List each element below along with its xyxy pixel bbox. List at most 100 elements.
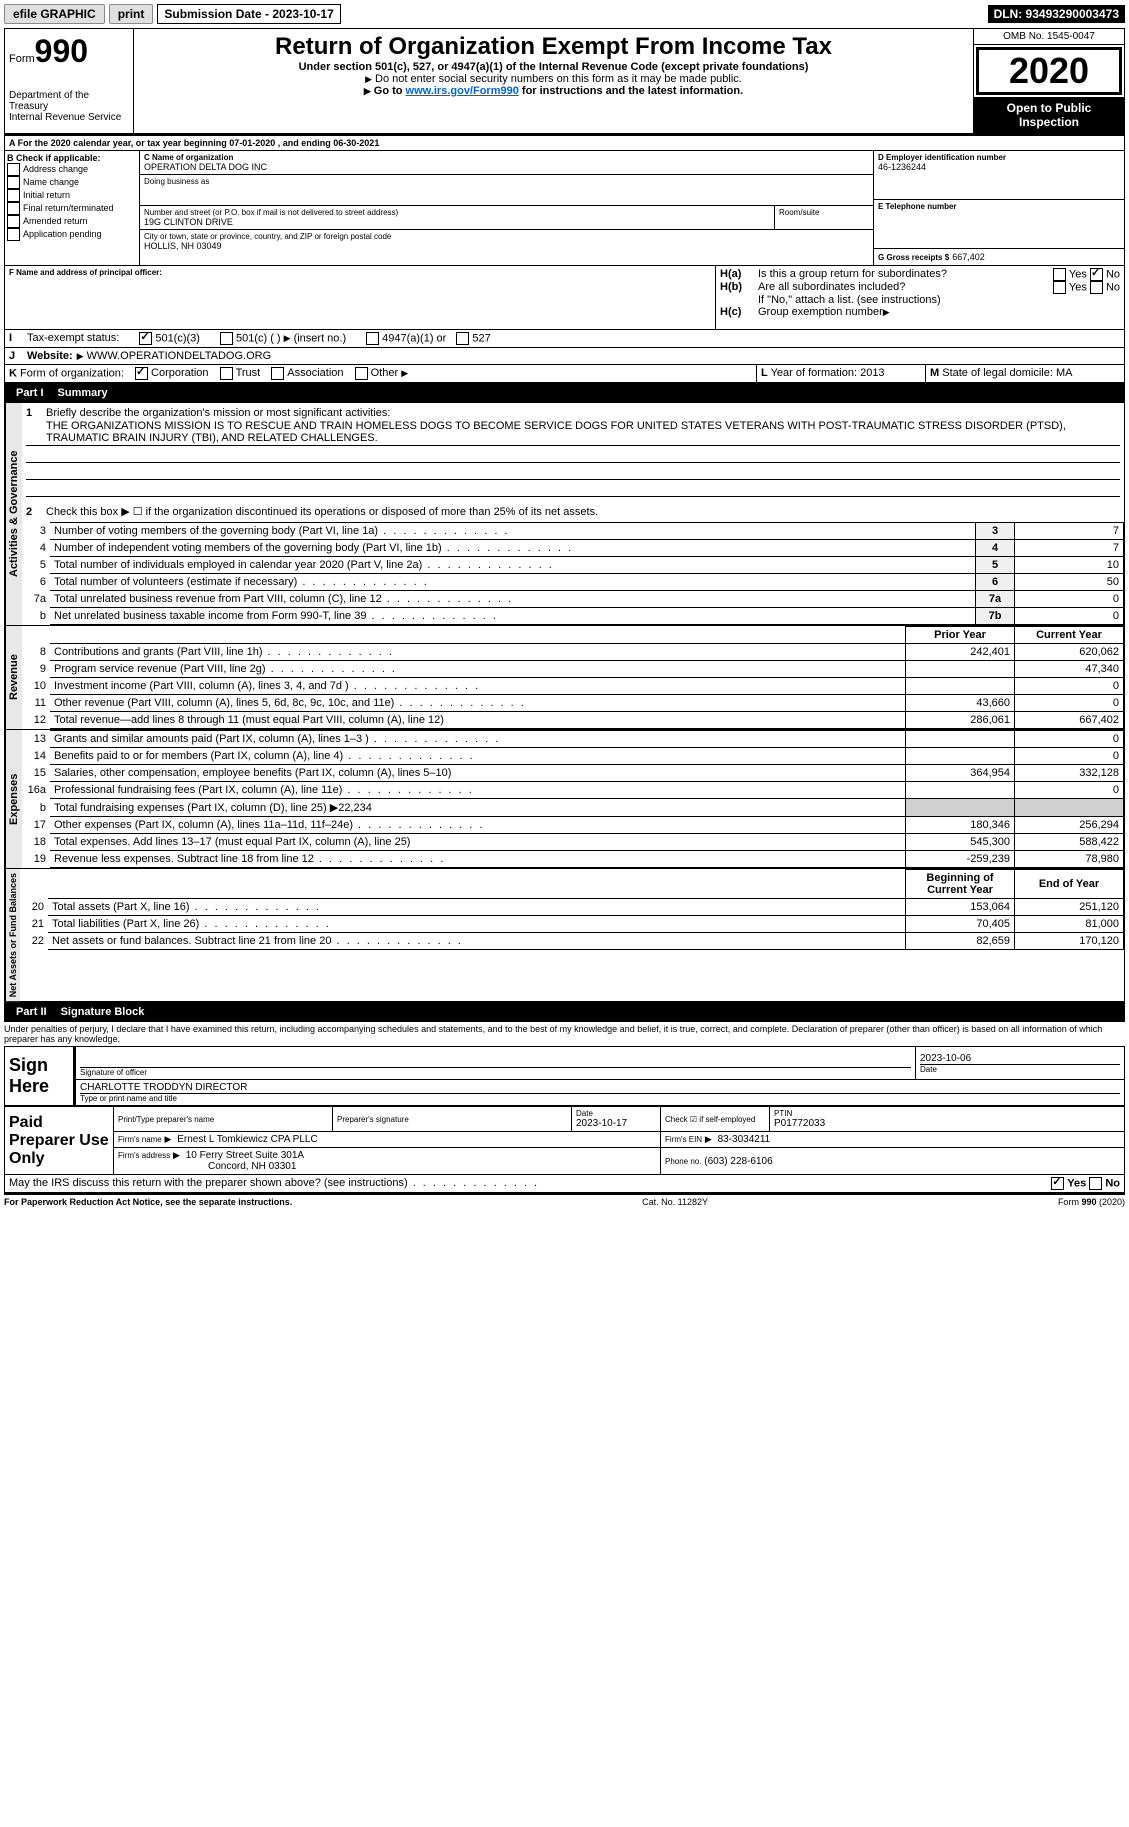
prep-name-label: Print/Type preparer's name bbox=[118, 1115, 328, 1124]
org-name: OPERATION DELTA DOG INC bbox=[144, 162, 869, 172]
print-button[interactable]: print bbox=[109, 4, 154, 24]
section-c-name-label: C Name of organization bbox=[144, 153, 869, 162]
checkbox-app-pending[interactable] bbox=[7, 228, 20, 241]
phone-label: Phone no. bbox=[665, 1157, 701, 1166]
i-label: I bbox=[9, 332, 27, 345]
part1-header: Part I Summary bbox=[4, 383, 1125, 403]
section-klm: K Form of organization: Corporation Trus… bbox=[4, 365, 1125, 383]
section-f-h: F Name and address of principal officer:… bbox=[4, 266, 1125, 330]
paid-preparer-label: Paid Preparer Use Only bbox=[5, 1107, 114, 1175]
section-i: I Tax-exempt status: 501(c)(3) 501(c) ( … bbox=[4, 330, 1125, 348]
checkbox-sub-yes[interactable] bbox=[1053, 281, 1066, 294]
checkbox-sub-no[interactable] bbox=[1090, 281, 1103, 294]
prep-sig-label: Preparer's signature bbox=[337, 1115, 567, 1124]
i-text: Tax-exempt status: bbox=[27, 332, 119, 345]
table-row: 13Grants and similar amounts paid (Part … bbox=[22, 731, 1124, 748]
form-990-big: 990 bbox=[35, 33, 88, 69]
irs-label: Internal Revenue Service bbox=[9, 112, 129, 123]
table-row: 16aProfessional fundraising fees (Part I… bbox=[22, 782, 1124, 799]
table-row: 11Other revenue (Part VIII, column (A), … bbox=[22, 695, 1124, 712]
submission-date: Submission Date - 2023-10-17 bbox=[157, 4, 340, 24]
checkbox-discuss-no[interactable] bbox=[1089, 1177, 1102, 1190]
prep-date-label: Date bbox=[576, 1109, 656, 1118]
part1-revenue-block: Revenue Prior YearCurrent Year 8Contribu… bbox=[4, 626, 1125, 730]
prep-date: 2023-10-17 bbox=[576, 1118, 656, 1129]
phone-value: (603) 228-6106 bbox=[704, 1156, 772, 1167]
ptin-value: P01772033 bbox=[774, 1118, 1120, 1129]
paperwork-notice: For Paperwork Reduction Act Notice, see … bbox=[4, 1197, 292, 1207]
website-url: WWW.OPERATIONDELTADOG.ORG bbox=[87, 350, 272, 362]
irs-link[interactable]: www.irs.gov/Form990 bbox=[406, 85, 519, 97]
checkbox-discuss-yes[interactable] bbox=[1051, 1177, 1064, 1190]
addr-label: Number and street (or P.O. box if mail i… bbox=[144, 208, 770, 217]
exp-section-label: Expenses bbox=[5, 730, 22, 868]
table-row: 8Contributions and grants (Part VIII, li… bbox=[22, 644, 1124, 661]
checkbox-501c3[interactable] bbox=[139, 332, 152, 345]
firm-addr-label: Firm's address bbox=[118, 1151, 170, 1160]
mission-text: THE ORGANIZATIONS MISSION IS TO RESCUE A… bbox=[26, 419, 1120, 446]
table-row: 17Other expenses (Part IX, column (A), l… bbox=[22, 817, 1124, 834]
checkbox-name-change[interactable] bbox=[7, 176, 20, 189]
checkbox-527[interactable] bbox=[456, 332, 469, 345]
part2-label: Part II bbox=[10, 1004, 53, 1020]
table-row: bNet unrelated business taxable income f… bbox=[22, 608, 1124, 625]
city-label: City or town, state or province, country… bbox=[144, 232, 869, 241]
checkbox-group-no[interactable] bbox=[1090, 268, 1103, 281]
line2-num: 2 bbox=[26, 506, 46, 518]
room-label: Room/suite bbox=[779, 208, 869, 217]
toolbar: efile GRAPHIC print Submission Date - 20… bbox=[4, 4, 1125, 24]
h-b-label: H(b) bbox=[720, 281, 758, 294]
checkbox-other[interactable] bbox=[355, 367, 368, 380]
table-row: 4Number of independent voting members of… bbox=[22, 540, 1124, 557]
label-addr-change: Address change bbox=[23, 164, 88, 174]
paid-preparer-table: Paid Preparer Use Only Print/Type prepar… bbox=[4, 1106, 1125, 1175]
officer-name: CHARLOTTE TRODDYN DIRECTOR bbox=[80, 1082, 1120, 1093]
tax-period: A For the 2020 calendar year, or tax yea… bbox=[4, 136, 1125, 151]
table-row: 9Program service revenue (Part VIII, lin… bbox=[22, 661, 1124, 678]
efile-graphic-button[interactable]: efile GRAPHIC bbox=[4, 4, 105, 24]
checkbox-trust[interactable] bbox=[220, 367, 233, 380]
checkbox-final[interactable] bbox=[7, 202, 20, 215]
sig-officer-label: Signature of officer bbox=[80, 1067, 911, 1077]
form-header: Form990 Department of the Treasury Inter… bbox=[4, 28, 1125, 136]
part1-netassets-block: Net Assets or Fund Balances Beginning of… bbox=[4, 869, 1125, 1002]
h-b-text: Are all subordinates included? bbox=[758, 281, 1053, 294]
table-row: 3Number of voting members of the governi… bbox=[22, 523, 1124, 540]
firm-addr1: 10 Ferry Street Suite 301A bbox=[186, 1150, 304, 1161]
checkbox-addr-change[interactable] bbox=[7, 163, 20, 176]
label-name-change: Name change bbox=[23, 177, 79, 187]
tax-year: 2020 bbox=[976, 47, 1122, 95]
l-value: 2013 bbox=[860, 367, 884, 379]
table-row: 6Total number of volunteers (estimate if… bbox=[22, 574, 1124, 591]
firm-ein-label: Firm's EIN bbox=[665, 1135, 702, 1144]
table-row: bTotal fundraising expenses (Part IX, co… bbox=[22, 799, 1124, 817]
checkbox-initial[interactable] bbox=[7, 189, 20, 202]
table-row: 21Total liabilities (Part X, line 26)70,… bbox=[20, 916, 1124, 933]
firm-addr2: Concord, NH 03301 bbox=[208, 1161, 296, 1172]
checkbox-amended[interactable] bbox=[7, 215, 20, 228]
checkbox-corp[interactable] bbox=[135, 367, 148, 380]
checkbox-4947[interactable] bbox=[366, 332, 379, 345]
line1-text: Briefly describe the organization's miss… bbox=[46, 407, 390, 419]
firm-ein: 83-3034211 bbox=[718, 1134, 771, 1145]
gov-section-label: Activities & Governance bbox=[5, 403, 22, 625]
j-label: J bbox=[9, 350, 27, 362]
checkbox-501c[interactable] bbox=[220, 332, 233, 345]
discuss-text: May the IRS discuss this return with the… bbox=[9, 1177, 1051, 1190]
cat-no: Cat. No. 11282Y bbox=[292, 1197, 1058, 1207]
h-a-text: Is this a group return for subordinates? bbox=[758, 268, 1053, 281]
sign-here-table: Sign Here Signature of officer 2023-10-0… bbox=[4, 1046, 1125, 1106]
subtitle: Under section 501(c), 527, or 4947(a)(1)… bbox=[138, 61, 969, 73]
open-inspection: Open to Public Inspection bbox=[974, 97, 1124, 133]
table-row: 12Total revenue—add lines 8 through 11 (… bbox=[22, 712, 1124, 729]
officer-date: 2023-10-06 bbox=[920, 1053, 1120, 1064]
checkbox-assoc[interactable] bbox=[271, 367, 284, 380]
table-row: 20Total assets (Part X, line 16)153,0642… bbox=[20, 899, 1124, 916]
firm-name: Ernest L Tomkiewicz CPA PLLC bbox=[177, 1134, 317, 1145]
line2-text: Check this box ▶ ☐ if the organization d… bbox=[46, 506, 598, 518]
table-row: 15Salaries, other compensation, employee… bbox=[22, 765, 1124, 782]
checkbox-group-yes[interactable] bbox=[1053, 268, 1066, 281]
check-self-employed: Check ☑ if self-employed bbox=[665, 1115, 765, 1124]
m-value: MA bbox=[1056, 367, 1073, 379]
governance-table: 3Number of voting members of the governi… bbox=[22, 522, 1124, 625]
